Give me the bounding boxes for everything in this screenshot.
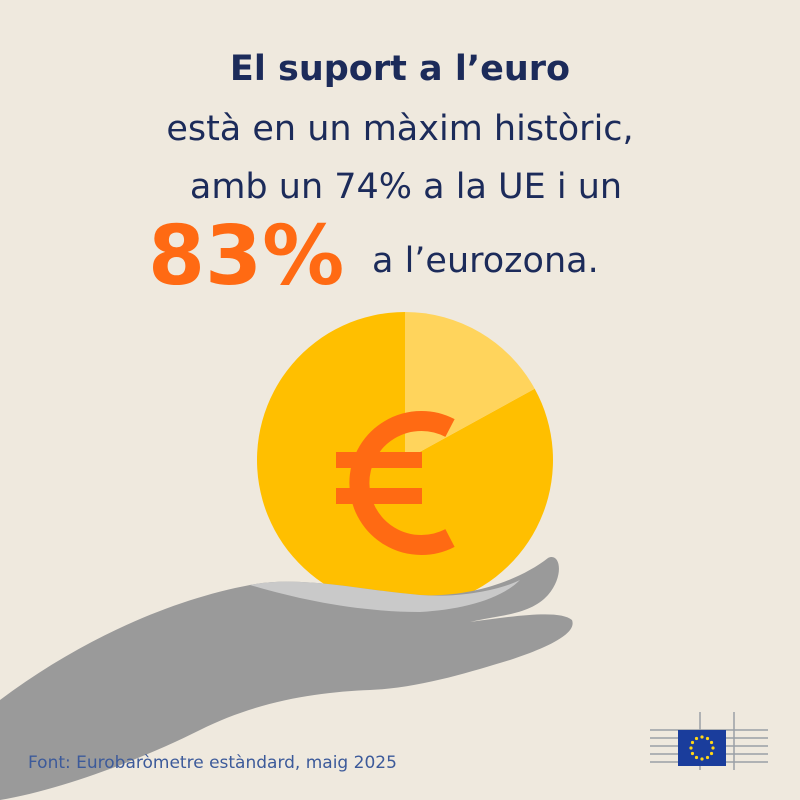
star bbox=[690, 740, 695, 745]
star bbox=[705, 736, 710, 741]
text-line: amb un 74% a la UE i un bbox=[190, 167, 622, 207]
euro-arc bbox=[349, 411, 455, 555]
star bbox=[694, 736, 699, 741]
star bbox=[700, 757, 704, 761]
coin bbox=[256, 312, 553, 608]
star bbox=[709, 751, 714, 756]
euro-bar bbox=[336, 488, 422, 504]
star bbox=[694, 755, 699, 760]
star bbox=[690, 751, 695, 756]
star bbox=[700, 735, 704, 739]
star bbox=[689, 746, 693, 750]
star bbox=[705, 755, 710, 760]
star bbox=[709, 740, 714, 745]
hand bbox=[0, 557, 573, 800]
source: Font: Eurobaròmetre estàndard, maig 2025 bbox=[28, 753, 397, 773]
eu-logo bbox=[650, 712, 768, 770]
hand-highlight bbox=[250, 580, 520, 612]
text-line: està en un màxim històric, bbox=[166, 109, 633, 149]
euro-bar bbox=[336, 452, 422, 468]
text-suffix: a l’eurozona. bbox=[372, 241, 599, 281]
highlight-label: 83% bbox=[148, 209, 344, 304]
star bbox=[711, 746, 715, 750]
title: El suport a l’euro bbox=[230, 49, 570, 89]
